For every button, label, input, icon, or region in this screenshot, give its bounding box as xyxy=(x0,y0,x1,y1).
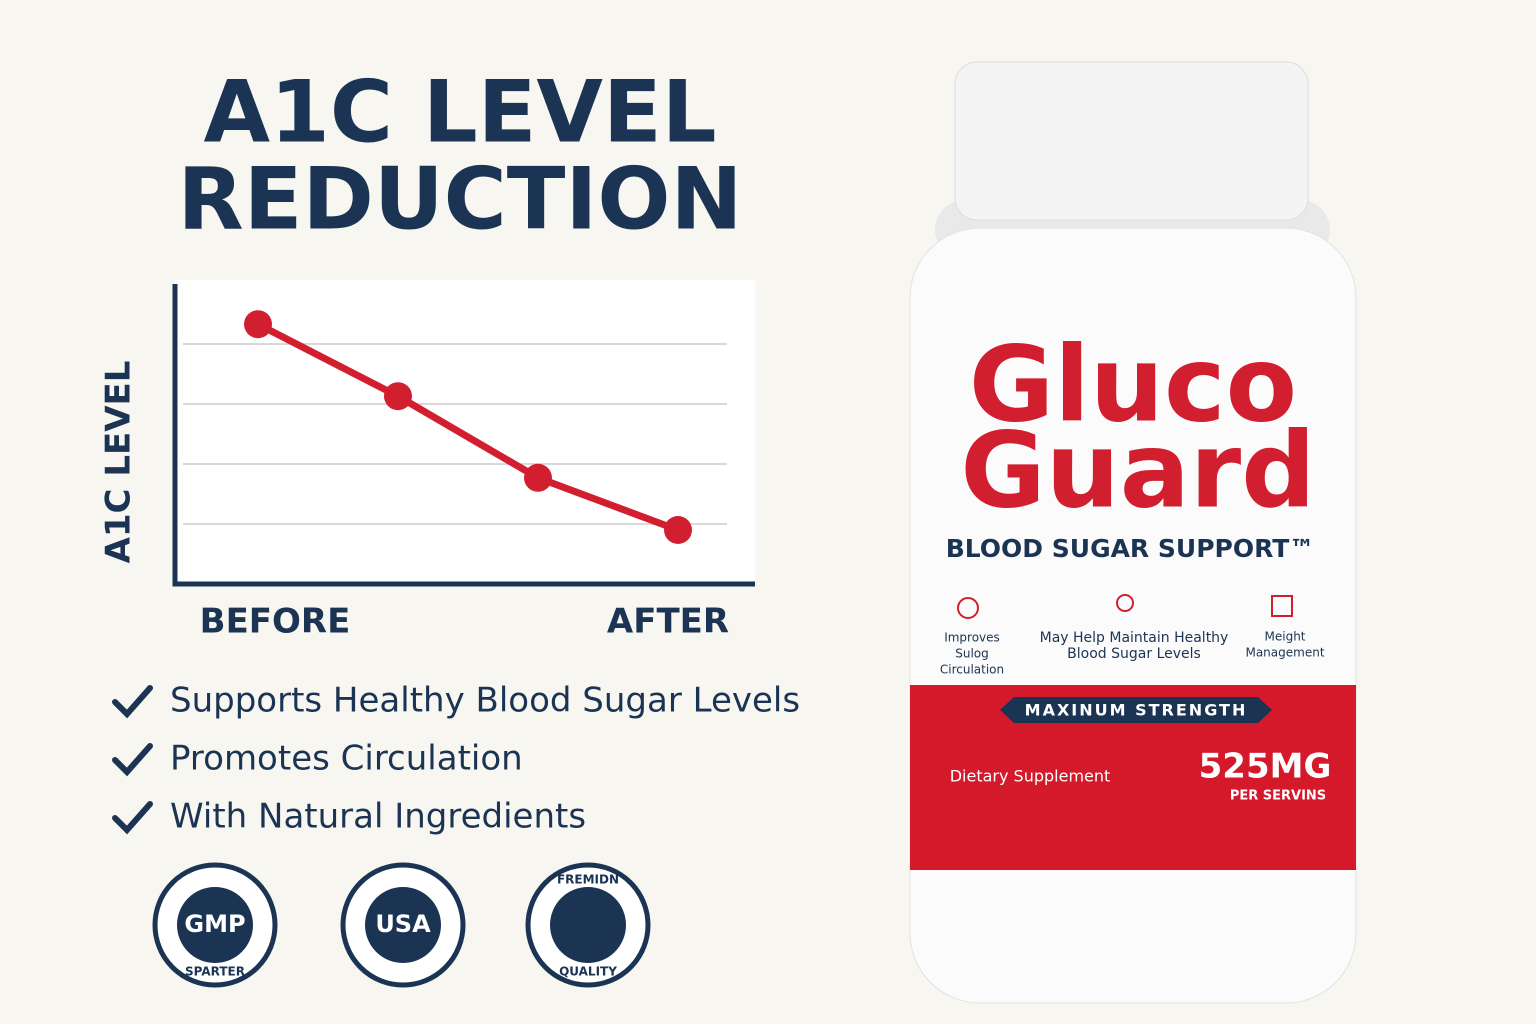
badge-text: GMP xyxy=(184,910,245,938)
point xyxy=(384,382,412,411)
feature: Improves xyxy=(944,631,1000,645)
brand: Gluco xyxy=(969,323,1297,445)
badge-text: QUALITY xyxy=(559,965,617,979)
badge-core xyxy=(550,887,626,963)
features: Improves Sulog Circulation May Help Maintai… xyxy=(940,630,1325,677)
dose-note: PER SERVINS xyxy=(1230,789,1326,804)
title: A1C LEVEL xyxy=(203,62,716,162)
feature-icon xyxy=(1271,595,1293,617)
feature-icon xyxy=(1116,594,1134,612)
category: Dietary Supplement xyxy=(950,767,1111,786)
feature: Management xyxy=(1245,646,1324,660)
brand: Guard xyxy=(960,409,1315,531)
line xyxy=(256,321,680,534)
y-axis-label: A1C LEVEL xyxy=(99,361,139,564)
badge-text: FREMIDN xyxy=(557,873,619,887)
badge-text: SPARTER xyxy=(185,965,245,979)
badge-core xyxy=(177,887,253,963)
check-icon xyxy=(112,743,153,777)
chart: A1C LEVEL BEFORE AFTER xyxy=(99,284,755,642)
feature-icon xyxy=(957,597,979,619)
badges: GMP SPARTER USA FREMIDN QUALITY xyxy=(152,862,651,988)
feature: May Help Maintain Healthy xyxy=(1040,630,1229,646)
check-icon xyxy=(112,685,153,719)
feature: Sulog xyxy=(955,647,989,661)
badge-core xyxy=(365,887,441,963)
feature: Circulation xyxy=(940,663,1004,677)
bottle: Gluco Guard BLOOD SUGAR SUPPORT™ Improve… xyxy=(909,61,1357,1004)
point xyxy=(244,310,272,339)
check-icon xyxy=(112,801,153,835)
axis xyxy=(172,284,755,587)
point xyxy=(664,516,692,544)
benefit: With Natural Ingredients xyxy=(170,797,586,837)
bottle-cap xyxy=(954,61,1309,221)
feature: Blood Sugar Levels xyxy=(1067,646,1201,662)
benefit: Supports Healthy Blood Sugar Levels xyxy=(170,681,800,721)
strength-badge xyxy=(1000,697,1272,723)
strength: MAXINUM STRENGTH xyxy=(1025,701,1248,720)
x-tick-label: BEFORE xyxy=(200,602,351,642)
point xyxy=(524,463,552,492)
benefit-list: Supports Healthy Blood Sugar Levels Promo… xyxy=(112,681,800,837)
feature: Meight xyxy=(1265,630,1306,644)
x-tick-label: AFTER xyxy=(607,602,729,642)
title: REDUCTION xyxy=(177,149,742,249)
tagline: BLOOD SUGAR SUPPORT™ xyxy=(946,534,1315,563)
dose: 525MG xyxy=(1199,747,1332,787)
benefit: Promotes Circulation xyxy=(170,739,523,779)
badge-text: USA xyxy=(375,910,431,938)
